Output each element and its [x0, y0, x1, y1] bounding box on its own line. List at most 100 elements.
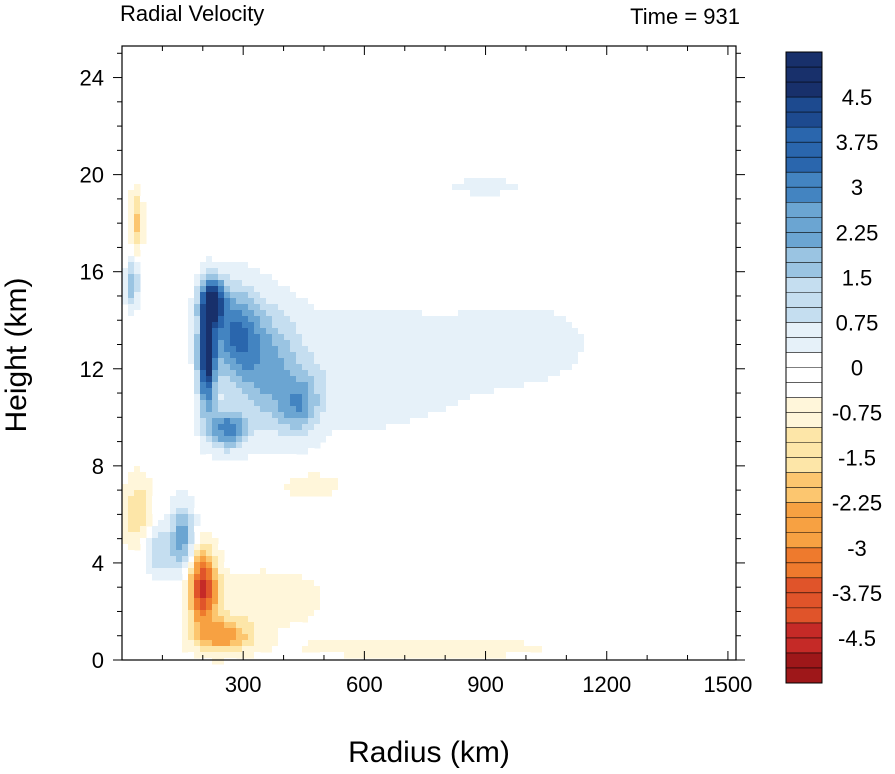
heatmap-cell: [272, 334, 279, 341]
heatmap-cell: [266, 334, 273, 341]
heatmap-cell: [362, 370, 369, 377]
heatmap-cell: [458, 394, 465, 401]
heatmap-cell: [386, 352, 393, 359]
heatmap-cell: [236, 592, 243, 599]
heatmap-cell: [218, 640, 225, 647]
heatmap-cell: [434, 652, 441, 659]
heatmap-cell: [272, 382, 279, 389]
heatmap-cell: [320, 604, 327, 611]
heatmap-cell: [146, 484, 153, 491]
heatmap-cell: [176, 604, 183, 611]
heatmap-cell: [224, 322, 231, 329]
heatmap-cell: [440, 646, 447, 653]
heatmap-cell: [212, 568, 219, 575]
heatmap-cell: [392, 646, 399, 653]
heatmap-cell: [266, 628, 273, 635]
heatmap-cell: [188, 574, 195, 581]
heatmap-cell: [344, 340, 351, 347]
heatmap-cell: [458, 634, 465, 641]
heatmap-cell: [332, 370, 339, 377]
heatmap-cell: [272, 310, 279, 317]
heatmap-cell: [236, 268, 243, 275]
heatmap-cell: [248, 424, 255, 431]
heatmap-cell: [224, 262, 231, 269]
y-tick-label: 4: [92, 551, 104, 576]
heatmap-cell: [200, 322, 207, 329]
heatmap-cell: [290, 394, 297, 401]
heatmap-cell: [224, 652, 231, 659]
heatmap-cell: [542, 340, 549, 347]
heatmap-cell: [452, 358, 459, 365]
heatmap-cell: [308, 376, 315, 383]
heatmap-cell: [314, 430, 321, 437]
heatmap-cell: [356, 340, 363, 347]
heatmap-cell: [230, 424, 237, 431]
heatmap-cell: [296, 394, 303, 401]
heatmap-cell: [206, 592, 213, 599]
heatmap-cell: [272, 316, 279, 323]
heatmap-cell: [296, 640, 303, 647]
heatmap-cell: [134, 280, 141, 287]
heatmap-cell: [578, 346, 585, 353]
heatmap-cell: [416, 418, 423, 425]
heatmap-cell: [224, 442, 231, 449]
heatmap-cell: [302, 640, 309, 647]
heatmap-cell: [266, 646, 273, 653]
heatmap-cell: [362, 376, 369, 383]
heatmap-cell: [416, 328, 423, 335]
heatmap-cell: [410, 400, 417, 407]
heatmap-cell: [440, 652, 447, 659]
heatmap-cell: [218, 634, 225, 641]
heatmap-cell: [512, 316, 519, 323]
heatmap-cell: [542, 364, 549, 371]
heatmap-cell: [308, 448, 315, 455]
heatmap-cell: [260, 328, 267, 335]
heatmap-cell: [308, 382, 315, 389]
heatmap-cell: [218, 424, 225, 431]
colorbar-tick-label: -1.5: [838, 446, 876, 471]
heatmap-cell: [200, 382, 207, 389]
heatmap-cell: [260, 454, 267, 461]
heatmap-cell: [482, 376, 489, 383]
heatmap-cell: [200, 292, 207, 299]
heatmap-cell: [344, 322, 351, 329]
heatmap-cell: [188, 364, 195, 371]
heatmap-cell: [482, 316, 489, 323]
heatmap-cell: [212, 646, 219, 653]
heatmap-cell: [530, 340, 537, 347]
heatmap-cell: [470, 358, 477, 365]
heatmap-cell: [242, 442, 249, 449]
heatmap-cell: [230, 430, 237, 437]
heatmap-cell: [554, 364, 561, 371]
heatmap-cell: [206, 652, 213, 659]
heatmap-cell: [128, 538, 135, 545]
heatmap-cell: [266, 310, 273, 317]
heatmap-cell: [278, 364, 285, 371]
heatmap-cell: [200, 538, 207, 545]
heatmap-cell: [218, 586, 225, 593]
heatmap-cell: [206, 382, 213, 389]
heatmap-cell: [404, 388, 411, 395]
heatmap-cell: [284, 352, 291, 359]
heatmap-cell: [296, 430, 303, 437]
heatmap-cell: [308, 442, 315, 449]
heatmap-cell: [470, 316, 477, 323]
heatmap-cell: [260, 580, 267, 587]
heatmap-cell: [218, 346, 225, 353]
colorbar-segment: [786, 667, 822, 684]
heatmap-cell: [170, 556, 177, 563]
heatmap-cell: [362, 646, 369, 653]
heatmap-cell: [242, 316, 249, 323]
heatmap-cell: [344, 370, 351, 377]
heatmap-cell: [128, 526, 135, 533]
heatmap-cell: [272, 322, 279, 329]
heatmap-cell: [218, 274, 225, 281]
heatmap-cell: [428, 346, 435, 353]
heatmap-cell: [326, 430, 333, 437]
heatmap-cell: [512, 328, 519, 335]
heatmap-cell: [212, 310, 219, 317]
heatmap-cell: [320, 328, 327, 335]
heatmap-cell: [296, 406, 303, 413]
heatmap-cell: [224, 646, 231, 653]
heatmap-cell: [332, 394, 339, 401]
